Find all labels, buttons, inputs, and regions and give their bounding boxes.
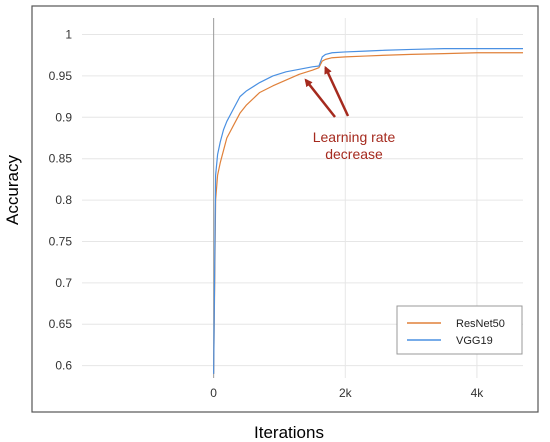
annotation-arrow bbox=[324, 65, 350, 117]
y-tick-label: 0.75 bbox=[49, 234, 73, 248]
y-tick-label: 1 bbox=[65, 28, 72, 42]
annotation-text: Learning rate bbox=[313, 129, 396, 145]
x-tick-label: 2k bbox=[339, 386, 353, 400]
legend-label: VGG19 bbox=[456, 335, 493, 347]
legend-label: ResNet50 bbox=[456, 318, 505, 330]
ticks-layer: 0.6 0.65 0.7 0.75 0.8 0.85 0.9 0.95 1 0 2k 4k bbox=[49, 28, 485, 400]
series-line-vgg19 bbox=[213, 48, 523, 374]
x-tick-label: 0 bbox=[210, 386, 217, 400]
x-axis-title: Iterations bbox=[254, 423, 324, 442]
legend-box bbox=[396, 305, 523, 355]
y-tick-label: 0.6 bbox=[55, 359, 72, 373]
annotation-text: decrease bbox=[325, 146, 383, 162]
legend: ResNet50 VGG19 bbox=[396, 305, 523, 355]
y-tick-label: 0.95 bbox=[49, 69, 73, 83]
x-tick-label: 4k bbox=[471, 386, 485, 400]
series-layer bbox=[213, 48, 523, 374]
grid bbox=[82, 18, 523, 378]
annotation-arrow bbox=[304, 78, 336, 118]
y-tick-label: 0.9 bbox=[55, 110, 72, 124]
y-tick-label: 0.8 bbox=[55, 193, 72, 207]
series-line-resnet50 bbox=[213, 52, 523, 374]
y-tick-label: 0.7 bbox=[55, 276, 72, 290]
y-tick-label: 0.65 bbox=[49, 317, 73, 331]
y-tick-label: 0.85 bbox=[49, 152, 73, 166]
y-axis-title: Accuracy bbox=[3, 155, 22, 225]
